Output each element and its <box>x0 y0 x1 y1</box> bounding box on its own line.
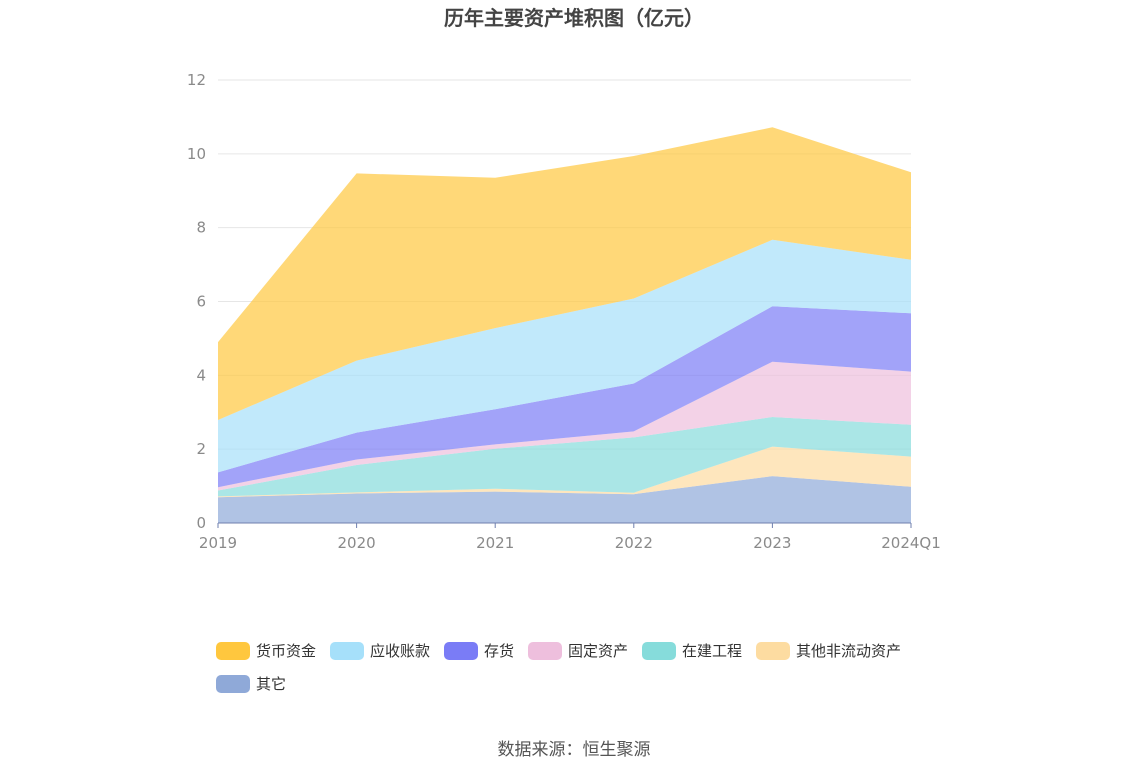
legend-swatch <box>216 642 250 660</box>
legend-item[interactable]: 固定资产 <box>528 642 628 660</box>
legend-label: 在建工程 <box>682 642 742 660</box>
axes: 0 2 4 6 8 10 12 2019 2020 2021 2022 2023 2024Q1 <box>187 71 941 552</box>
area-series-5[interactable] <box>218 239 911 473</box>
legend-swatch <box>444 642 478 660</box>
legend-label: 应收账款 <box>370 642 430 660</box>
area-series-0[interactable] <box>218 476 911 523</box>
x-tick-label: 2024Q1 <box>881 534 941 552</box>
area-series-4[interactable] <box>218 306 911 488</box>
legend-swatch <box>756 642 790 660</box>
legend-swatch <box>528 642 562 660</box>
legend-item[interactable]: 货币资金 <box>216 642 316 660</box>
x-tick-label: 2023 <box>753 534 791 552</box>
x-tick-label: 2022 <box>615 534 653 552</box>
y-tick-label: 8 <box>196 219 206 237</box>
y-tick-label: 0 <box>196 514 206 532</box>
source-note: 数据来源：恒生聚源 <box>498 740 651 760</box>
legend-item[interactable]: 存货 <box>444 642 514 660</box>
legend-swatch <box>642 642 676 660</box>
x-tick-label: 2020 <box>338 534 376 552</box>
x-tick-label: 2019 <box>199 534 237 552</box>
x-tick-label: 2021 <box>476 534 514 552</box>
legend-label: 其它 <box>256 675 286 693</box>
y-tick-label: 6 <box>196 293 206 311</box>
area-series-6[interactable] <box>218 127 911 421</box>
legend-label: 其他非流动资产 <box>796 642 901 660</box>
area-series <box>218 127 911 523</box>
legend-item[interactable]: 应收账款 <box>330 642 430 660</box>
legend-item[interactable]: 其他非流动资产 <box>756 642 901 660</box>
legend-label: 货币资金 <box>256 642 316 660</box>
y-tick-label: 12 <box>187 71 206 89</box>
legend-item[interactable]: 在建工程 <box>642 642 742 660</box>
area-series-1[interactable] <box>218 446 911 498</box>
area-series-3[interactable] <box>218 361 911 491</box>
y-tick-label: 2 <box>196 440 206 458</box>
legend-swatch <box>216 675 250 693</box>
legend-swatch <box>330 642 364 660</box>
chart-title: 历年主要资产堆积图（亿元） <box>444 6 704 30</box>
y-tick-label: 10 <box>187 145 206 163</box>
area-series-2[interactable] <box>218 417 911 497</box>
legend-item[interactable]: 其它 <box>216 675 286 693</box>
y-tick-label: 4 <box>196 366 206 384</box>
legend-label: 存货 <box>484 642 514 660</box>
legend-label: 固定资产 <box>568 642 628 660</box>
